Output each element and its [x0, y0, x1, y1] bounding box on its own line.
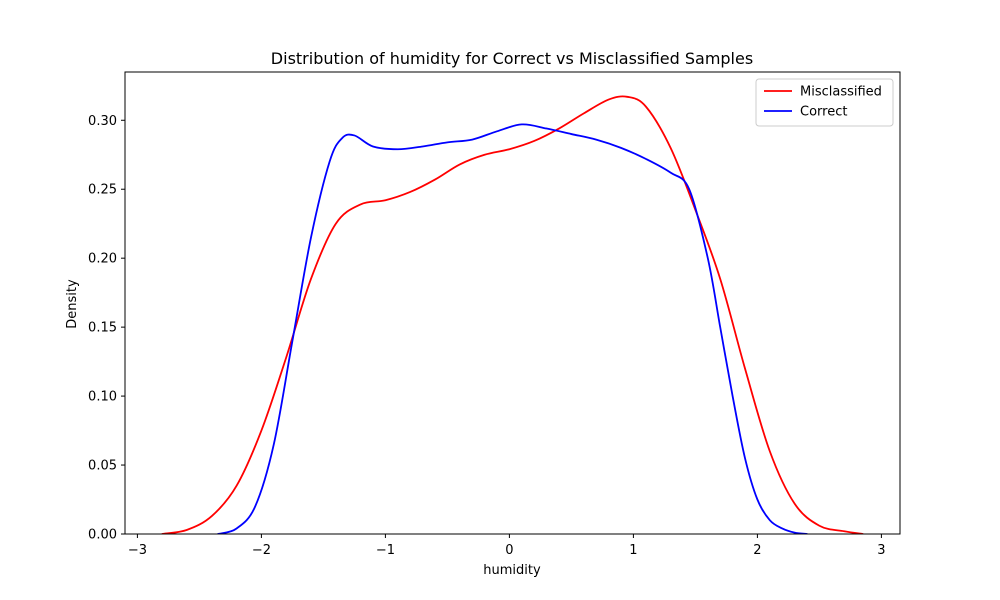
- x-tick-label: −3: [128, 543, 147, 558]
- x-tick-label: 2: [753, 543, 761, 558]
- x-tick-label: 3: [877, 543, 885, 558]
- legend-label-misclassified: Misclassified: [800, 85, 882, 100]
- y-tick-label: 0.15: [88, 321, 117, 336]
- y-tick-label: 0.25: [88, 183, 117, 198]
- legend-label-correct: Correct: [800, 105, 847, 120]
- y-axis-label: Density: [65, 279, 80, 329]
- x-tick-label: 0: [505, 543, 513, 558]
- series-line-correct: [217, 123, 808, 534]
- legend: Misclassified Correct: [755, 78, 894, 127]
- chart-title: Distribution of humidity for Correct vs …: [271, 49, 753, 68]
- y-tick-label: 0.10: [88, 390, 117, 405]
- x-tick-label: 1: [629, 543, 637, 558]
- x-tick-label: −1: [376, 543, 395, 558]
- x-axis-label: humidity: [483, 563, 541, 578]
- series-line-misclassified: [161, 95, 864, 534]
- x-tick-label: −2: [252, 543, 271, 558]
- y-tick-label: 0.30: [88, 114, 117, 129]
- y-tick-label: 0.20: [88, 252, 117, 267]
- plot-frame: [124, 71, 901, 535]
- series-layer: [161, 95, 864, 534]
- axes-layer: −3 −2 −1 0 1 2 3 0.00 0.05 0.10 0.15 0.20 0.25 0.30: [88, 71, 901, 558]
- y-tick-label: 0.00: [88, 528, 117, 543]
- y-tick-label: 0.05: [88, 459, 117, 474]
